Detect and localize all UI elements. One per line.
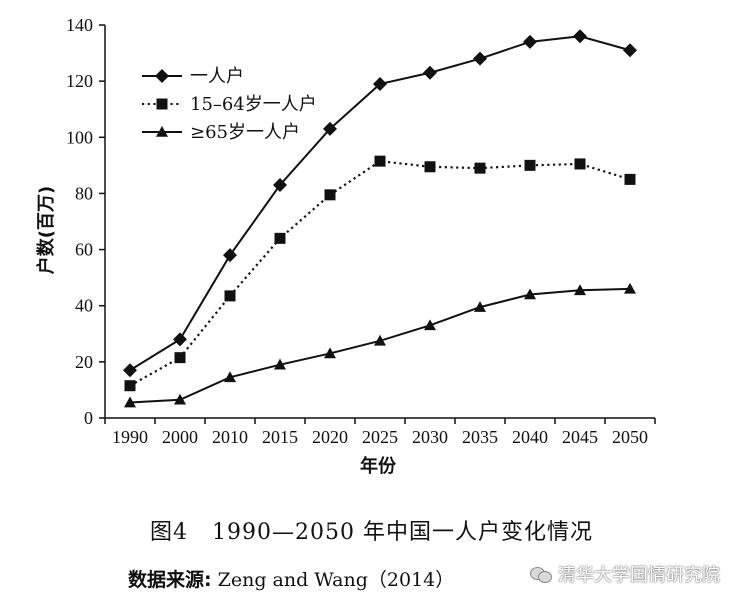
legend-entry: 15–64岁一人户 (190, 94, 317, 115)
data-point (224, 290, 236, 302)
y-tick-label: 140 (66, 15, 93, 35)
data-point (373, 76, 387, 91)
data-point (124, 396, 136, 408)
wechat-icon (530, 565, 552, 583)
data-point (524, 288, 536, 300)
legend-entry: ≥65岁一人户 (190, 122, 300, 143)
x-tick-label: 2040 (512, 427, 548, 447)
data-point (624, 282, 636, 294)
series-line (129, 287, 631, 404)
data-point (123, 363, 137, 378)
source-text: Zeng and Wang（2014） (217, 569, 455, 591)
legend-marker (156, 126, 168, 137)
legend: 一人户 15–64岁一人户 ≥65岁一人户 (142, 66, 317, 143)
data-point (324, 347, 336, 359)
data-point (173, 332, 187, 347)
data-point (174, 352, 186, 364)
x-tick-labels: 1990 2000 2010 2015 2020 2025 2030 2035 2040 2045… (112, 427, 648, 447)
watermark: 清华大学国情研究院 (530, 561, 720, 587)
x-tick-label: 2025 (362, 427, 398, 447)
data-source: 数据来源: Zeng and Wang（2014） (128, 565, 454, 592)
data-point (324, 189, 336, 201)
series-line (129, 160, 631, 387)
x-tick-label: 2000 (162, 427, 198, 447)
series-1 (123, 29, 637, 378)
y-tick-label: 100 (66, 127, 93, 147)
data-point (474, 301, 486, 312)
series-group (123, 29, 637, 408)
data-point (124, 380, 136, 392)
data-point (623, 43, 637, 58)
figure-number: 图4 (150, 520, 189, 545)
data-point (423, 65, 437, 80)
data-point (224, 371, 236, 383)
data-point (374, 334, 386, 346)
data-point (424, 319, 436, 331)
series-2 (124, 155, 636, 392)
data-point (223, 248, 237, 263)
x-tick-label: 2020 (312, 427, 348, 447)
data-point (574, 284, 586, 296)
x-tick-label: 2030 (412, 427, 448, 447)
watermark-text: 清华大学国情研究院 (558, 565, 720, 586)
data-point (273, 178, 287, 193)
y-tick-label: 80 (75, 183, 93, 203)
data-point (473, 51, 487, 66)
data-point (523, 34, 537, 49)
y-tick-label: 20 (75, 352, 93, 372)
figure-title: 1990—2050 年中国一人户变化情况 (212, 520, 593, 545)
legend-marker (155, 69, 169, 83)
source-label: 数据来源: (128, 569, 212, 591)
data-point (624, 173, 636, 185)
y-tick-label: 40 (75, 296, 93, 316)
data-point (274, 358, 286, 370)
data-point (323, 121, 337, 136)
data-point (574, 158, 586, 170)
series-3 (124, 282, 636, 408)
data-point (474, 162, 486, 174)
data-point (424, 161, 436, 173)
data-point (374, 155, 386, 167)
axes (99, 24, 656, 424)
y-tick-label: 60 (75, 240, 93, 260)
x-tick-label: 2050 (612, 427, 648, 447)
y-axis-title: 户数(百万) (35, 186, 57, 274)
y-tick-label: 120 (66, 71, 93, 91)
x-tick-label: 1990 (112, 427, 148, 447)
legend-marker (156, 98, 168, 110)
figure-caption: 图4 1990—2050 年中国一人户变化情况 (0, 514, 743, 546)
data-point (274, 232, 286, 244)
data-point (524, 159, 536, 171)
legend-entry: 一人户 (190, 66, 244, 87)
y-tick-labels: 0 20 40 60 80 100 120 140 (66, 15, 93, 428)
x-tick-label: 2045 (562, 427, 598, 447)
x-axis-title: 年份 (360, 455, 397, 477)
data-point (573, 29, 587, 44)
x-tick-label: 2035 (462, 427, 498, 447)
x-tick-label: 2015 (262, 427, 298, 447)
y-tick-label: 0 (84, 408, 93, 428)
x-tick-label: 2010 (212, 427, 248, 447)
data-point (174, 393, 186, 405)
